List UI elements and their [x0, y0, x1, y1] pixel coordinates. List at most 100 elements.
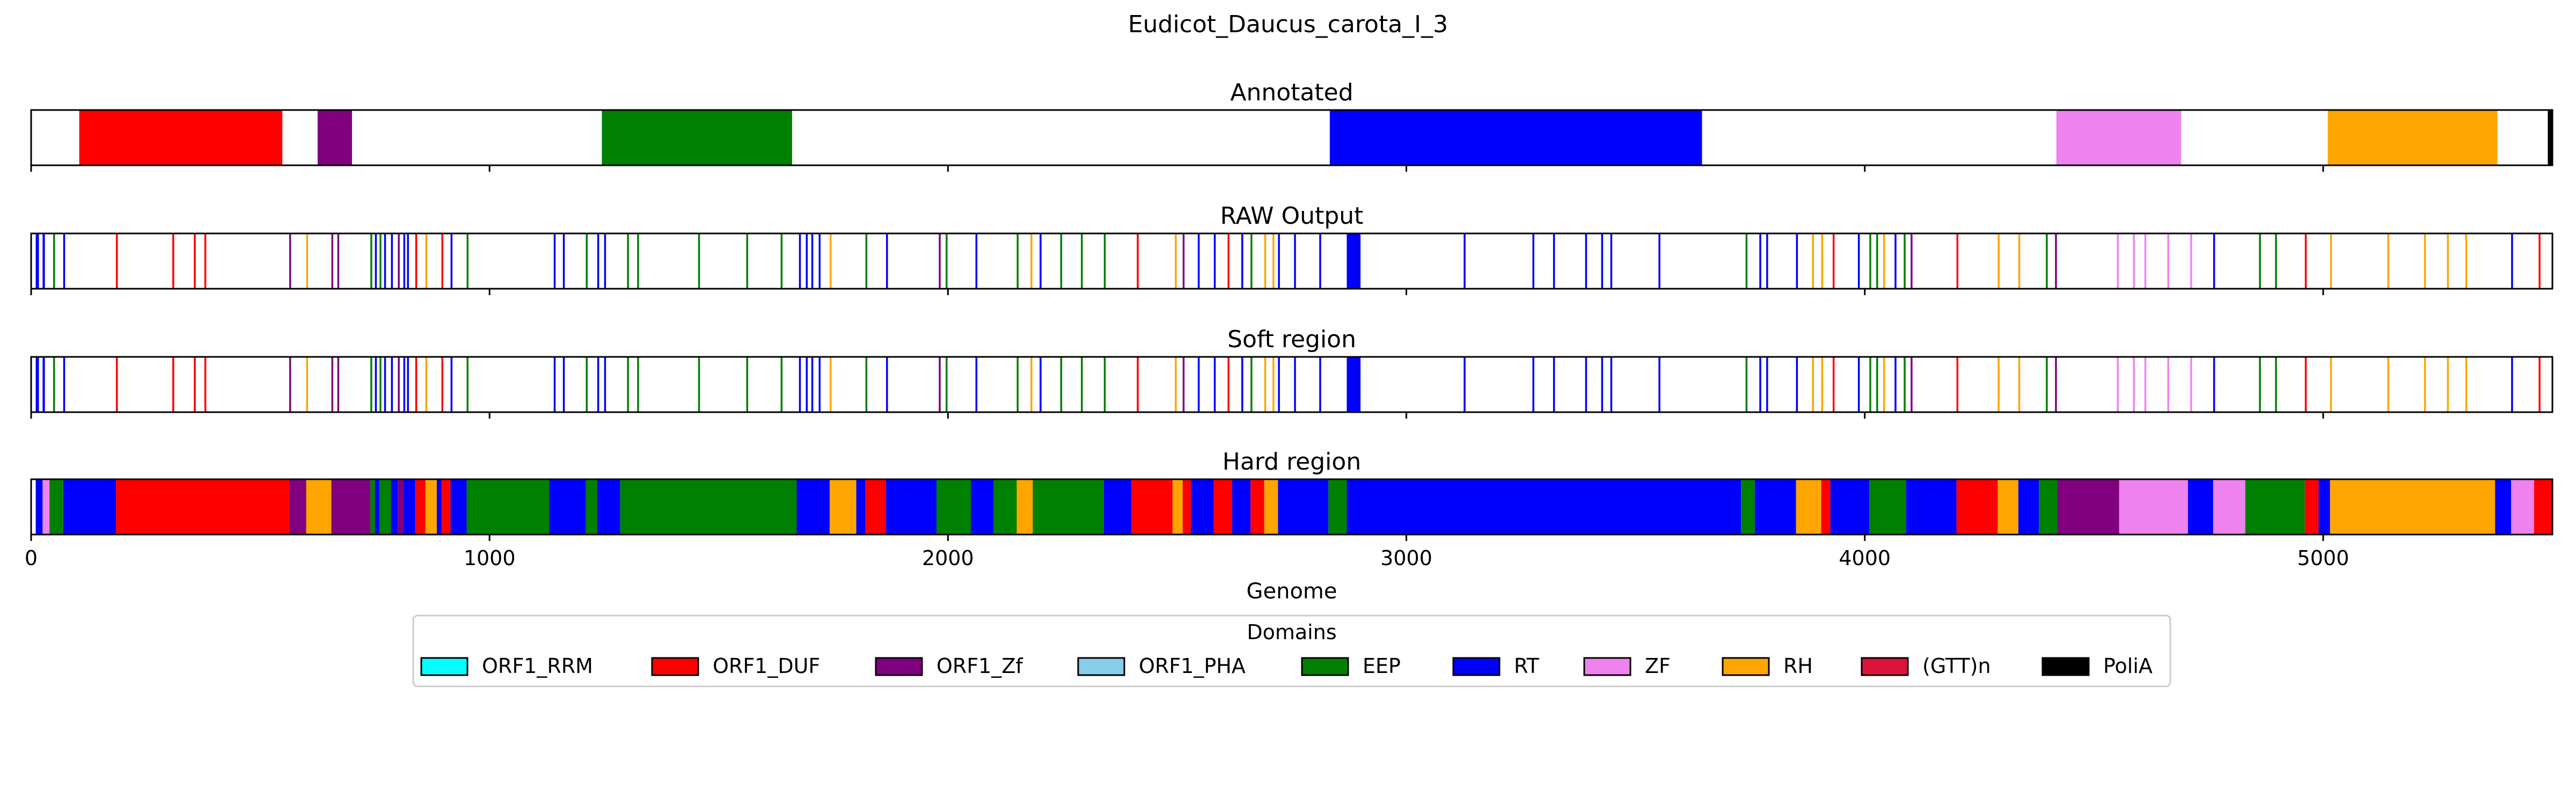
domain-segment-rt — [1601, 233, 1604, 289]
domain-segment-orf1-duf — [865, 479, 887, 535]
domain-segment-zf — [2133, 357, 2135, 412]
domain-segment-rh — [2447, 233, 2449, 289]
domain-segment-rh — [2018, 357, 2021, 412]
domain-segment-orf1-zf — [2057, 479, 2119, 535]
domain-segment-eep — [1081, 233, 1083, 289]
legend-label: ORF1_PHA — [1139, 654, 1246, 678]
domain-segment-rt — [553, 357, 556, 412]
domain-segment-rh — [1997, 479, 2018, 535]
domain-segment-eep — [1016, 233, 1019, 289]
domain-segment-rh — [1812, 357, 1814, 412]
legend-swatch — [875, 657, 923, 676]
legend-swatch — [651, 657, 699, 676]
domain-segment-rt — [562, 357, 565, 412]
track-panel-hard-region: Hard region — [30, 448, 2553, 541]
domain-segment-eep — [586, 357, 588, 412]
domain-segment-rt — [35, 357, 39, 412]
domain-segment-rt — [597, 479, 620, 535]
domain-segment-eep — [1016, 357, 1019, 412]
domain-segment-zf — [42, 479, 50, 535]
domain-segment-orf1-duf — [441, 479, 451, 535]
domain-segment-eep — [370, 233, 372, 289]
domain-segment-rt — [63, 357, 65, 412]
domain-segment-eep — [746, 233, 749, 289]
legend-label: EEP — [1363, 654, 1401, 678]
domain-segment-eep — [1250, 233, 1253, 289]
legend-label: (GTT)n — [1922, 654, 1991, 678]
domain-segment-rt — [597, 233, 599, 289]
domain-segment-rt — [562, 233, 565, 289]
domain-segment-orf1-duf — [2304, 479, 2319, 535]
domain-segment-orf1-duf — [1182, 479, 1191, 535]
domain-segment-zf — [2133, 233, 2135, 289]
domain-segment-orf1-duf — [1956, 357, 1959, 412]
domain-segment-eep — [936, 479, 971, 535]
domain-segment-rt — [1610, 357, 1613, 412]
legend-swatch — [1861, 657, 1909, 676]
domain-segment-rt — [2495, 479, 2512, 535]
domain-segment-rt — [1759, 357, 1761, 412]
domain-segment-zf — [2119, 479, 2188, 535]
domain-segment-rt — [971, 479, 994, 535]
domain-segment-orf1-duf — [2304, 233, 2307, 289]
domain-segment-eep — [1081, 357, 1083, 412]
domain-segment-eep — [370, 357, 372, 412]
domain-segment-orf1-zf — [289, 233, 291, 289]
domain-segment-rt — [35, 233, 39, 289]
domain-segment-rh — [2387, 233, 2389, 289]
domain-segment-eep — [620, 479, 797, 535]
domain-segment-zf — [2144, 357, 2147, 412]
domain-segment-eep — [637, 357, 639, 412]
legend-entry-rh: RH — [1722, 654, 1813, 678]
domain-segment-rt — [799, 357, 801, 412]
domain-segment-rh — [1997, 233, 2000, 289]
domain-segment-rh — [1264, 233, 1267, 289]
domain-segment-rt — [811, 357, 814, 412]
domain-segment-rh — [1264, 357, 1267, 412]
domain-segment-orf1-duf — [194, 233, 196, 289]
domain-segment-rt — [549, 479, 586, 535]
domain-segment-rt — [1857, 233, 1860, 289]
domain-segment-eep — [1328, 479, 1347, 535]
domain-segment-rh — [2447, 357, 2449, 412]
domain-segment-rh — [2387, 357, 2389, 412]
domain-segment-orf1-duf — [1956, 233, 1959, 289]
domain-segment-rt — [1213, 357, 1216, 412]
domain-segment-rt — [2511, 233, 2513, 289]
domain-segment-eep — [1869, 479, 1906, 535]
domain-segment-orf1-zf — [2055, 357, 2057, 412]
x-tick-label: 3000 — [1380, 546, 1432, 570]
domain-segment-rt — [1346, 357, 1361, 412]
domain-segment-eep — [698, 233, 700, 289]
domain-segment-orf1-duf — [116, 479, 289, 535]
domain-segment-rh — [425, 357, 428, 412]
track-panel-frame — [30, 232, 2553, 290]
domain-segment-eep — [698, 357, 700, 412]
domain-segment-eep — [1904, 357, 1906, 412]
domain-segment-zf — [2213, 479, 2245, 535]
domain-segment-rt — [35, 479, 43, 535]
track-panel-frame — [30, 478, 2553, 536]
domain-segment-eep — [627, 233, 629, 289]
domain-segment-eep — [2259, 233, 2261, 289]
domain-segment-orf1-duf — [204, 357, 207, 412]
domain-segment-rt — [1241, 233, 1243, 289]
domain-segment-zf — [2511, 479, 2534, 535]
domain-segment-rt — [1766, 357, 1768, 412]
domain-segment-rt — [450, 233, 453, 289]
domain-segment-orf1-duf — [116, 357, 118, 412]
domain-segment-rh — [2424, 233, 2426, 289]
domain-segment-rh — [1883, 357, 1885, 412]
domain-segment-orf1-zf — [331, 479, 371, 535]
domain-segment-rh — [1883, 233, 1885, 289]
domain-segment-rt — [407, 357, 409, 412]
domain-segment-eep — [1060, 233, 1063, 289]
domain-segment-rh — [1997, 357, 2000, 412]
legend-label: RH — [1783, 654, 1813, 678]
domain-segment-eep — [1103, 357, 1106, 412]
legend-entry-orf1-rrm: ORF1_RRM — [420, 654, 593, 678]
domain-segment-rh — [1272, 233, 1275, 289]
domain-segment-rt — [1553, 357, 1555, 412]
chart-title: Eudicot_Daucus_carota_I_3 — [1128, 11, 1448, 38]
